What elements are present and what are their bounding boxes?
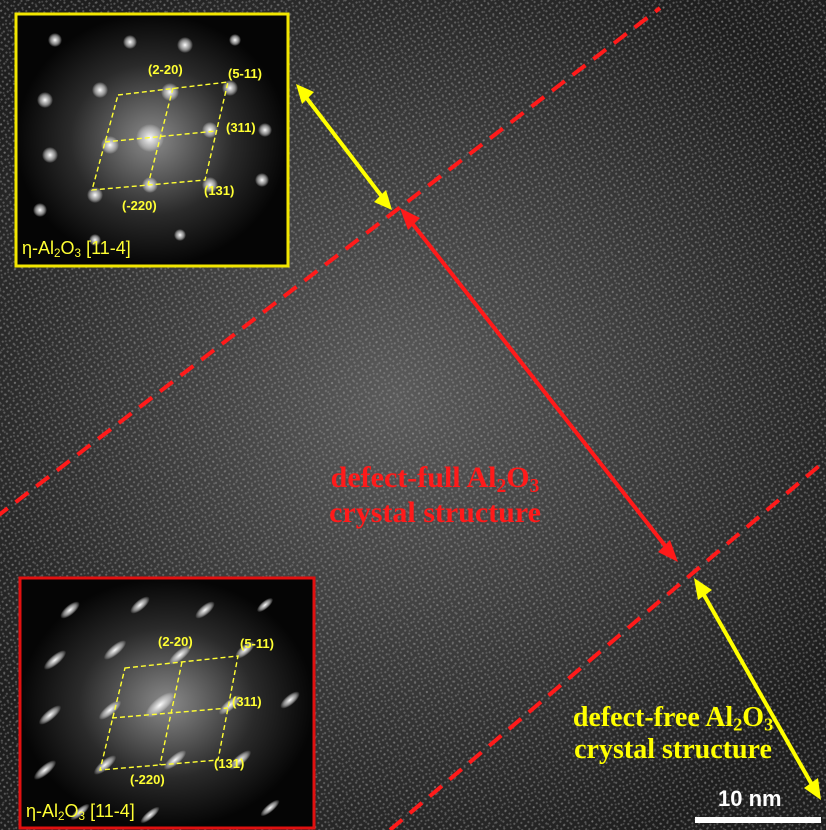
top-yellow-arrow (296, 84, 392, 210)
scale-bar-label: 10 nm (718, 786, 782, 811)
inset-top-spot-311: (311) (226, 120, 256, 135)
inset-top-spot-2-20: (2-20) (148, 62, 183, 77)
defect-full-label-line2: crystal structure (329, 496, 541, 530)
boundary-line-upper (0, 6, 662, 517)
defect-full-thickness-arrow (400, 208, 678, 562)
inset-bottom-spot-5-11: (5-11) (240, 636, 274, 651)
boundary-line-lower (388, 458, 826, 830)
defect-full-label: defect-full Al2O3 crystal structure (285, 462, 585, 529)
inset-top-spot-5-11: (5-11) (228, 66, 262, 81)
inset-bottom-fft (18, 576, 316, 830)
inset-bottom-spot-131: (131) (214, 756, 245, 771)
defect-free-label-line2: crystal structure (574, 733, 772, 765)
inset-bottom-spot--220: (-220) (130, 772, 165, 787)
diffraction-spots-top (33, 33, 272, 246)
inset-bottom-spot-2-20: (2-20) (158, 634, 193, 649)
inset-bottom-spot-311: (311) (232, 694, 262, 709)
index-grid-bottom (99, 655, 239, 771)
index-grid-top (91, 81, 229, 191)
inset-bottom-caption: η-Al2O3 [11-4] (26, 801, 135, 823)
inset-top-spot--220: (-220) (122, 198, 157, 213)
defect-free-label: defect-free Al2O3 crystal structure (538, 703, 808, 764)
inset-top-caption: η-Al2O3 [11-4] (22, 238, 131, 260)
bottom-yellow-arrow (694, 578, 821, 800)
inset-top-spot-131: (131) (204, 183, 235, 198)
defect-full-label-line1: defect-full Al2O3 (330, 461, 540, 497)
scale-bar (695, 817, 821, 823)
inset-top-fft (14, 12, 290, 268)
defect-free-label-line1: defect-free Al2O3 (572, 702, 774, 735)
diffraction-spots-bottom (33, 596, 300, 824)
